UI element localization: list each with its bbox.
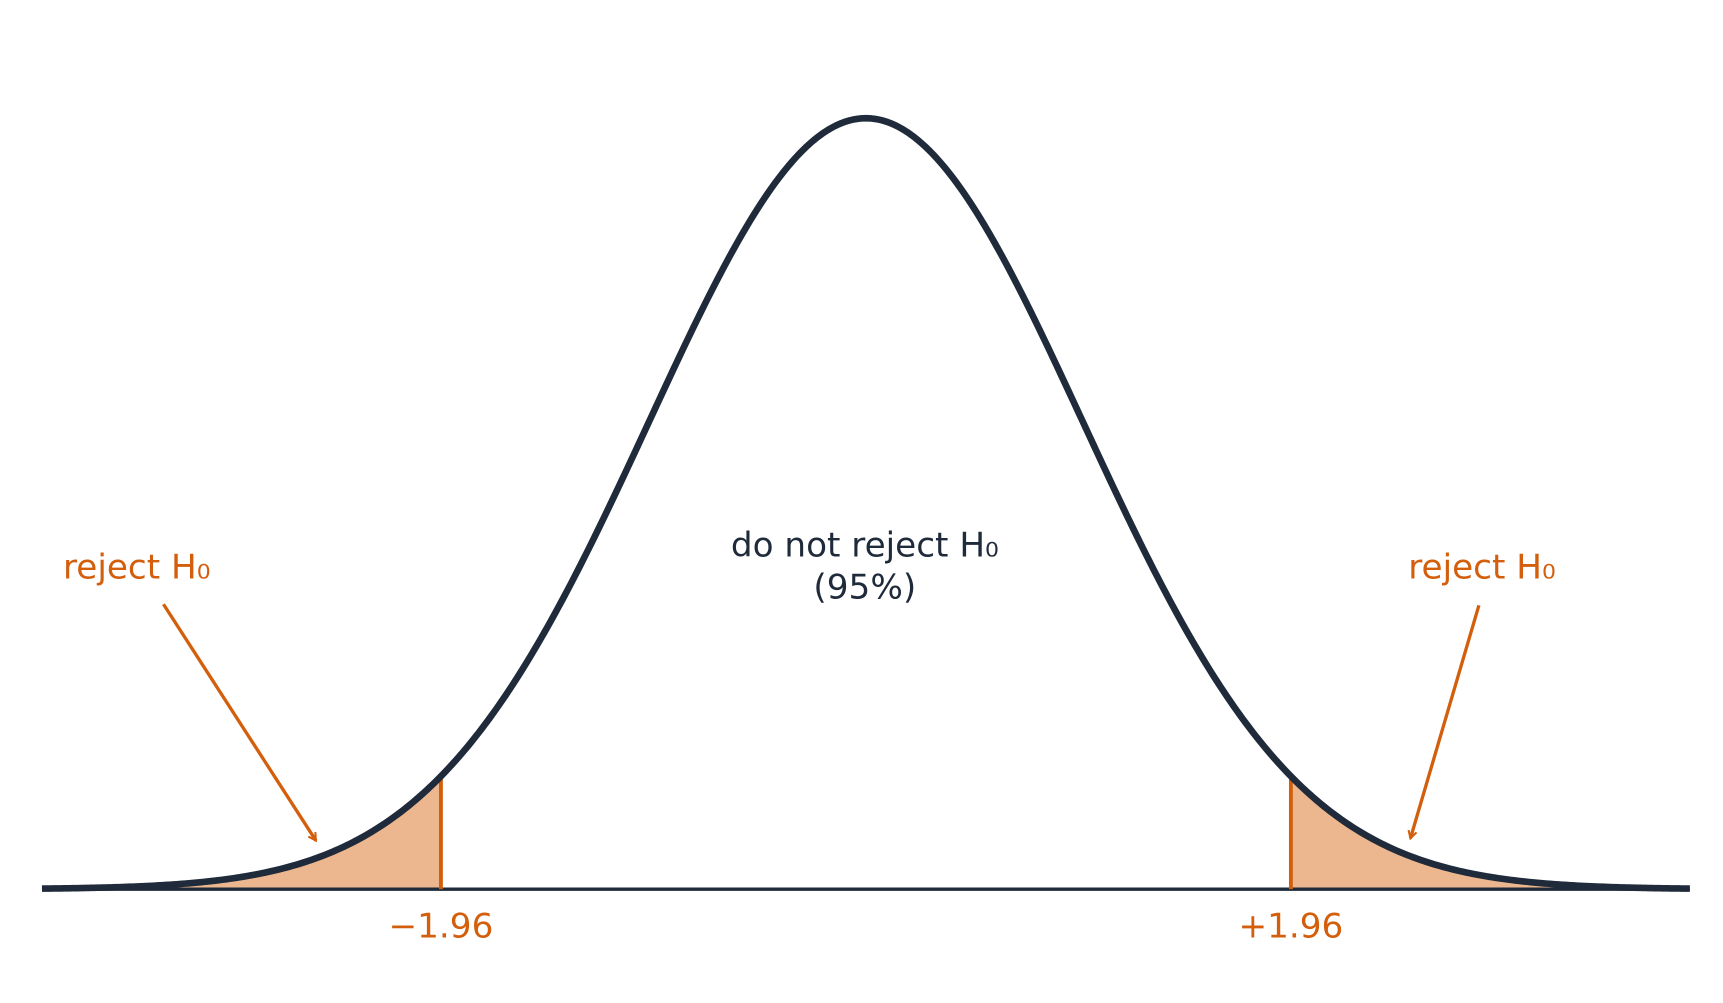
rejection-area	[41, 776, 441, 890]
tail-label: reject H₀	[63, 547, 211, 587]
tail-label: reject H₀	[1408, 547, 1556, 587]
arrow	[162, 603, 318, 840]
density-curve	[41, 114, 1691, 892]
rejection-regions	[41, 776, 1690, 890]
marks: −1.96 +1.96	[41, 114, 1691, 946]
critical-label: +1.96	[1238, 906, 1343, 946]
center-sublabel: (95%)	[813, 567, 916, 607]
critical-label: −1.96	[388, 906, 493, 946]
arrow	[1410, 604, 1481, 838]
center-label: do not reject H₀	[731, 525, 999, 565]
rejection-area	[1290, 776, 1690, 890]
